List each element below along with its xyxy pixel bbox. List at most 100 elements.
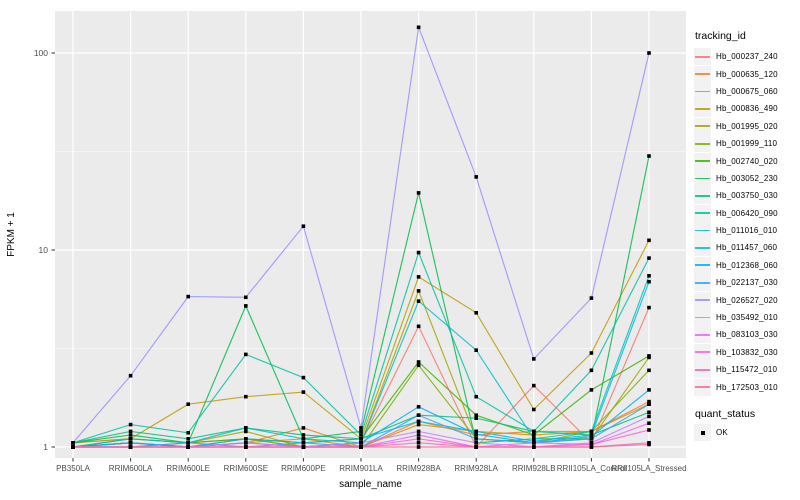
legend-key-swatch bbox=[694, 326, 711, 344]
data-point bbox=[474, 437, 478, 441]
data-point bbox=[186, 441, 190, 445]
data-point bbox=[474, 413, 478, 417]
data-point bbox=[186, 445, 190, 449]
quant-status-label: OK bbox=[716, 428, 728, 437]
legend-key-line bbox=[695, 264, 710, 267]
data-point bbox=[71, 441, 75, 445]
legend-item-Hb_002740_020: Hb_002740_020 bbox=[694, 152, 800, 170]
data-point bbox=[416, 441, 421, 445]
data-point bbox=[589, 429, 594, 434]
x-tick-label: RRIM928BA bbox=[396, 464, 441, 473]
legend-item-label: Hb_006420_090 bbox=[716, 208, 778, 218]
data-point bbox=[416, 413, 421, 417]
legend-item-label: Hb_000635_120 bbox=[716, 69, 778, 79]
legend-key-line bbox=[695, 55, 710, 58]
legend-key-line bbox=[695, 212, 710, 215]
data-point bbox=[186, 402, 190, 406]
data-point bbox=[532, 445, 536, 449]
data-point bbox=[416, 324, 421, 329]
legend-key-swatch bbox=[694, 169, 711, 187]
legend-rows: Hb_000237_240 Hb_000635_120 Hb_000675_060 H… bbox=[694, 48, 800, 396]
data-point bbox=[647, 399, 651, 404]
data-point bbox=[474, 416, 478, 420]
legend-item-label: Hb_012368_060 bbox=[716, 260, 778, 270]
panel-background bbox=[55, 11, 686, 458]
data-point bbox=[647, 421, 651, 425]
data-point bbox=[474, 432, 478, 437]
data-point bbox=[474, 429, 478, 434]
legend-key-swatch bbox=[694, 117, 711, 135]
data-point bbox=[474, 394, 478, 399]
data-point bbox=[301, 375, 306, 380]
data-point bbox=[532, 441, 536, 445]
data-point bbox=[416, 191, 421, 195]
data-point bbox=[416, 299, 421, 303]
x-tick-label: RRIM928LB bbox=[512, 464, 556, 473]
data-point bbox=[416, 250, 421, 255]
x-tick-label: RRIM600LA bbox=[109, 464, 153, 473]
legend-key-swatch bbox=[694, 239, 711, 257]
legend-key-swatch bbox=[694, 48, 711, 66]
data-point bbox=[186, 431, 190, 435]
legend-item-Hb_000836_490: Hb_000836_490 bbox=[694, 100, 800, 118]
data-point bbox=[359, 441, 363, 445]
data-point bbox=[647, 238, 651, 243]
x-tick-label: RRIM600PE bbox=[281, 464, 325, 473]
legend-item-Hb_115472_010: Hb_115472_010 bbox=[694, 361, 800, 379]
data-point bbox=[474, 348, 478, 352]
y-tick-label: 100 bbox=[34, 48, 48, 58]
data-point bbox=[647, 414, 651, 419]
data-point bbox=[359, 429, 363, 434]
x-axis-title: sample_name bbox=[339, 479, 402, 490]
legend-key-swatch bbox=[694, 343, 711, 361]
data-point bbox=[244, 437, 248, 441]
data-point bbox=[128, 422, 133, 427]
legend-item-Hb_003052_230: Hb_003052_230 bbox=[694, 169, 800, 187]
data-point bbox=[244, 426, 248, 430]
legend-item-label: Hb_001995_020 bbox=[716, 121, 778, 131]
legend-key-line bbox=[695, 316, 710, 319]
y-tick-label: 10 bbox=[39, 245, 49, 255]
data-point bbox=[301, 426, 306, 430]
legend-key-line bbox=[695, 90, 710, 93]
data-point bbox=[244, 295, 248, 300]
data-point bbox=[301, 445, 306, 449]
data-point bbox=[532, 357, 536, 361]
legend-key-swatch bbox=[694, 187, 711, 205]
data-point bbox=[474, 175, 478, 179]
y-axis-title: FPKM + 1 bbox=[6, 212, 17, 257]
data-point bbox=[647, 368, 651, 373]
legend-item-Hb_003750_030: Hb_003750_030 bbox=[694, 187, 800, 205]
quant-status-rows: OK bbox=[694, 424, 800, 441]
data-point bbox=[128, 373, 133, 378]
quant-key-swatch bbox=[694, 424, 711, 441]
legend-item-label: Hb_011016_010 bbox=[716, 226, 778, 236]
data-point bbox=[128, 433, 133, 437]
legend-item-label: Hb_026527_020 bbox=[716, 295, 778, 305]
x-tick-label: PB350LA bbox=[56, 464, 90, 473]
legend-key-swatch bbox=[694, 256, 711, 274]
data-point bbox=[416, 25, 421, 30]
legend-key-line bbox=[695, 125, 710, 128]
data-point bbox=[589, 351, 594, 355]
data-point bbox=[474, 311, 478, 315]
legend-item-Hb_172503_010: Hb_172503_010 bbox=[694, 378, 800, 396]
legend-key-swatch bbox=[694, 204, 711, 222]
data-point bbox=[359, 433, 363, 437]
legend-item-Hb_011457_060: Hb_011457_060 bbox=[694, 239, 800, 257]
legend-key-line bbox=[695, 247, 710, 249]
data-point bbox=[647, 428, 651, 432]
data-point bbox=[301, 224, 306, 228]
data-point bbox=[244, 429, 248, 434]
legend-item-label: Hb_003052_230 bbox=[716, 173, 778, 183]
legend-item-label: Hb_003750_030 bbox=[716, 191, 778, 201]
legend-key-swatch bbox=[694, 378, 711, 396]
data-point bbox=[359, 445, 363, 449]
data-point bbox=[532, 429, 536, 434]
legend-item-Hb_022137_030: Hb_022137_030 bbox=[694, 274, 800, 292]
legend-item-Hb_000675_060: Hb_000675_060 bbox=[694, 82, 800, 100]
legend-item-Hb_083103_030: Hb_083103_030 bbox=[694, 326, 800, 344]
data-point bbox=[474, 445, 478, 449]
legend-key-line bbox=[695, 107, 710, 110]
legend-item-Hb_011016_010: Hb_011016_010 bbox=[694, 222, 800, 240]
